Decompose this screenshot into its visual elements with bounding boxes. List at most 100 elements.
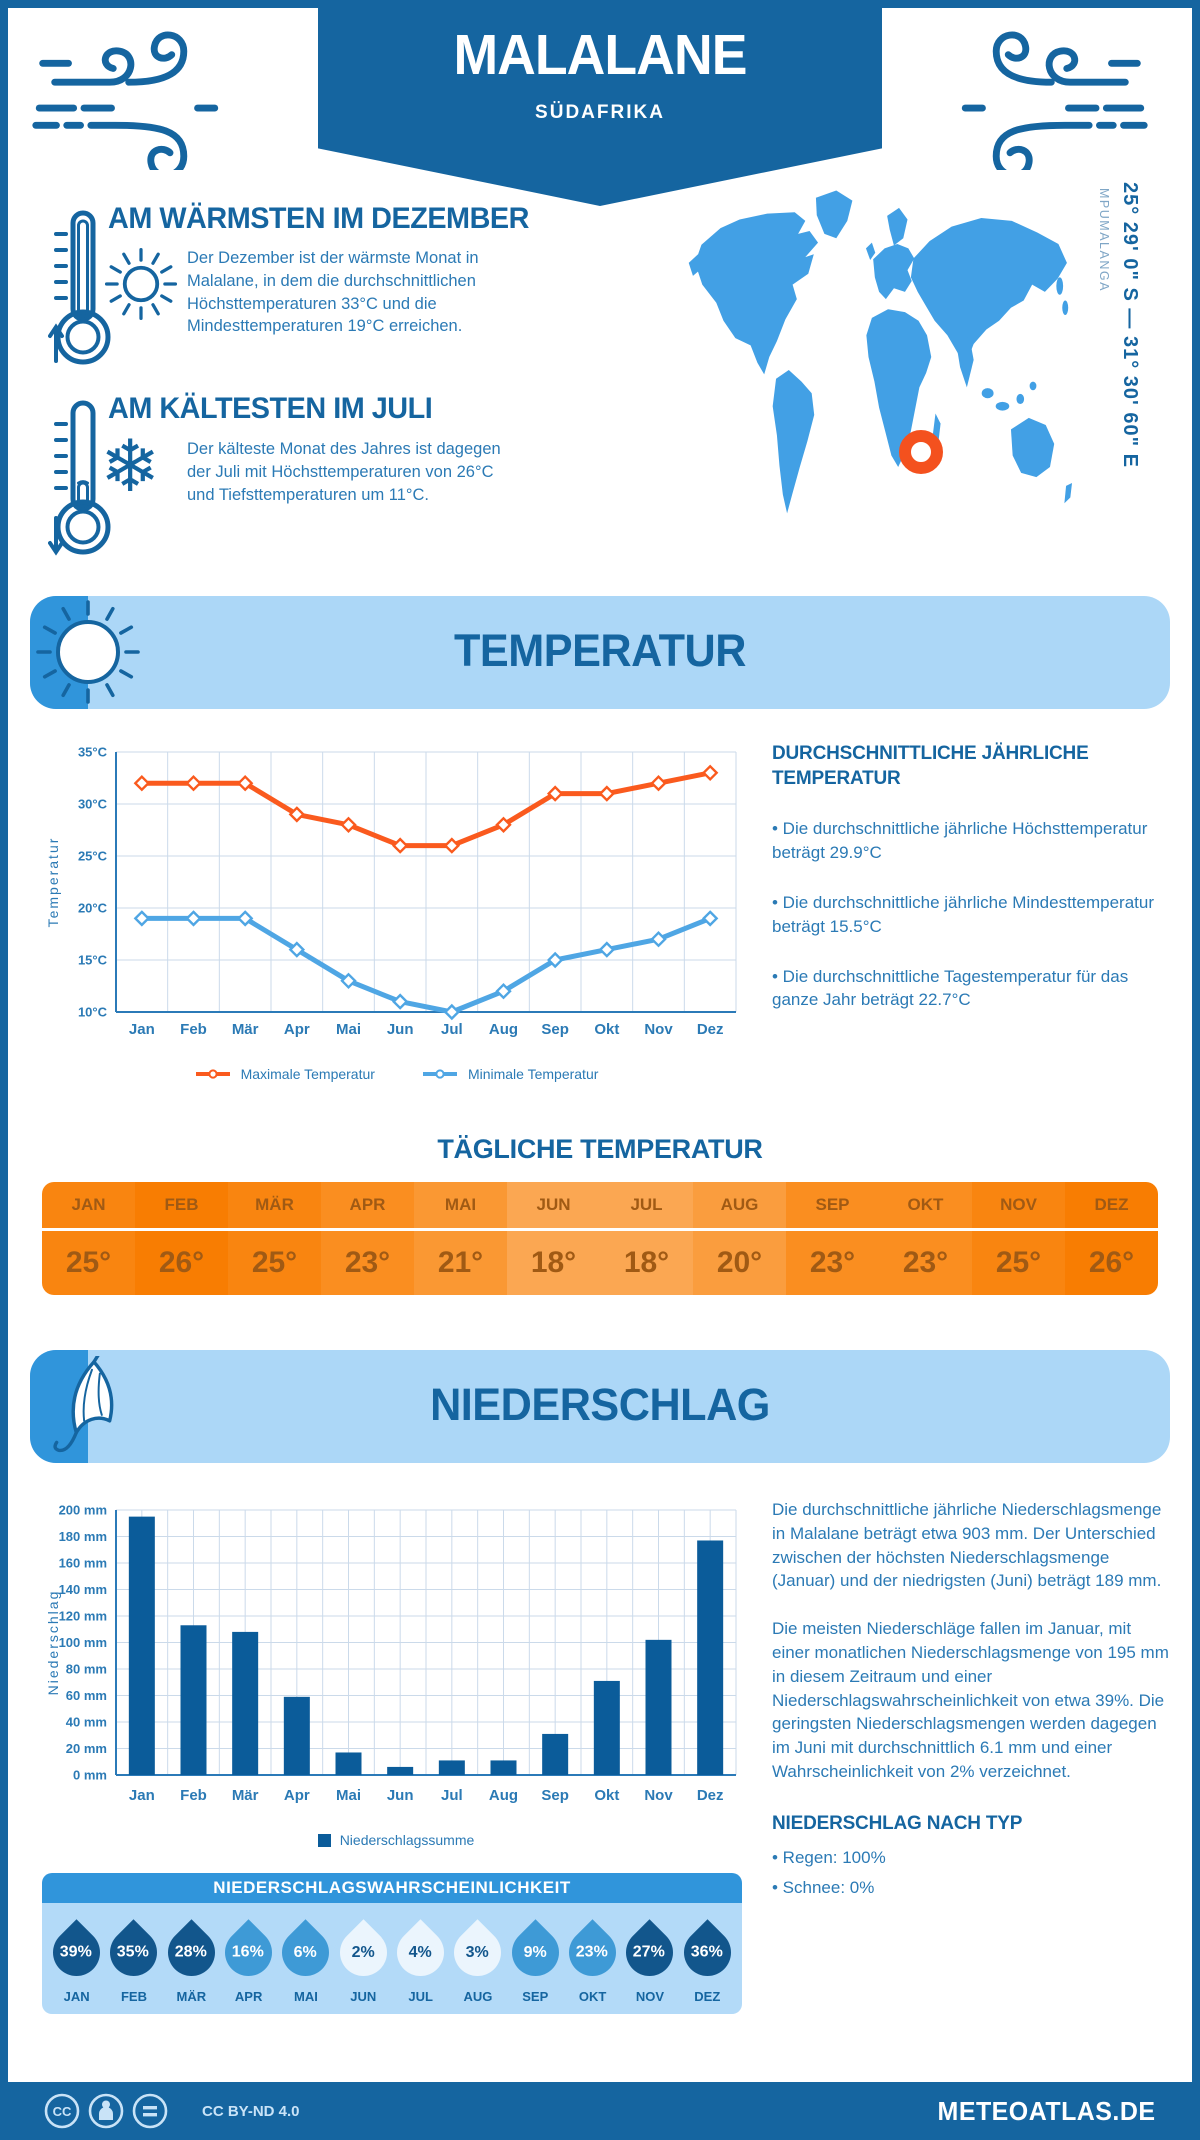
droplet-value: 23% (576, 1943, 609, 1961)
svg-text:Sep: Sep (541, 1021, 569, 1038)
droplet-value: 39% (60, 1943, 93, 1961)
droplet-icon: 27% (616, 1919, 684, 1986)
svg-text:Okt: Okt (594, 1021, 619, 1038)
precipitation-chart-legend: Niederschlagssumme (44, 1832, 748, 1848)
precip-type-rain: • Regen: 100% (772, 1848, 886, 1868)
svg-text:Temperatur: Temperatur (45, 837, 61, 928)
daily-month-cell: DEZ (1065, 1182, 1158, 1228)
world-map (688, 190, 1073, 514)
svg-text:20°C: 20°C (78, 901, 108, 916)
droplet-icon: 2% (330, 1919, 397, 1986)
droplet-icon: 23% (559, 1919, 626, 1986)
daily-month-cell: AUG (693, 1182, 786, 1228)
droplet-month: MAI (294, 1989, 318, 2004)
precipitation-bar-chart: 0 mm 20 mm 40 mm 60 mm 80 mm 100 mm 120 mm 140 … (45, 1503, 737, 1804)
daily-month-row: JAN FEB MÄR APR MAI JUN JUL AUG SEP OKT NOV DEZ (42, 1182, 1158, 1228)
daily-month-cell: OKT (879, 1182, 972, 1228)
svg-text:Apr: Apr (284, 1787, 310, 1804)
snowflake-icon: ❄ (100, 424, 161, 508)
daily-temp-cell: 26° (135, 1231, 228, 1295)
svg-text:Jan: Jan (129, 1787, 155, 1804)
droplet-value: 27% (633, 1943, 666, 1961)
warmest-text: Der Dezember ist der wärmste Monat in Ma… (187, 249, 479, 336)
daily-temp-cell: 18° (600, 1231, 693, 1295)
daily-temp-cell: 26° (1065, 1231, 1158, 1295)
svg-text:Mai: Mai (336, 1787, 361, 1804)
daily-temp-cell: 25° (972, 1231, 1065, 1295)
precipitation-section-banner: NIEDERSCHLAG (30, 1350, 1170, 1463)
svg-text:Dez: Dez (697, 1021, 724, 1038)
stat-max: • Die durchschnittliche jährliche Höchst… (772, 819, 1148, 863)
temperature-line-chart: 10°C 15°C 20°C 25°C 30°C 35°C Jan Feb Mär Apr Mai J… (45, 745, 737, 1038)
precipitation-paragraph-2: Die meisten Niederschläge fallen im Janu… (772, 1619, 1169, 1781)
probability-droplet-item: 16% APR (215, 1919, 282, 2004)
daily-temp-cell: 21° (414, 1231, 507, 1295)
droplet-month: OKT (578, 1989, 607, 2004)
legend-square-sample (317, 1833, 331, 1847)
svg-text:120 mm: 120 mm (59, 1609, 107, 1624)
precip-type-snow: • Schnee: 0% (772, 1878, 875, 1898)
precipitation-text: Die durchschnittliche jährliche Niedersc… (772, 1498, 1170, 1900)
probability-droplets: 39% JAN 35% FEB 28% MÄR 16% APR 6% MAI 2% JUN 4% JUL 3… (42, 1903, 742, 2014)
droplet-icon: 16% (215, 1919, 282, 1986)
daily-month-cell: JUL (600, 1182, 693, 1228)
legend-item: Niederschlagssumme (317, 1832, 474, 1848)
svg-text:CC: CC (53, 2104, 72, 2119)
droplet-month: DEZ (694, 1989, 721, 2004)
droplet-value: 16% (232, 1943, 265, 1961)
svg-text:Okt: Okt (594, 1787, 619, 1804)
location-marker (899, 430, 943, 474)
droplet-icon: 9% (502, 1919, 569, 1986)
daily-month-cell: NOV (972, 1182, 1065, 1228)
daily-temp-cell: 23° (786, 1231, 879, 1295)
svg-text:200 mm: 200 mm (59, 1503, 107, 1518)
droplet-value: 28% (175, 1943, 208, 1961)
probability-droplet-item: 3% AUG (444, 1919, 512, 2004)
precipitation-probability-panel: NIEDERSCHLAGSWAHRSCHEINLICHKEIT 39% JAN 35… (42, 1873, 742, 2014)
legend-line-sample (422, 1069, 457, 1079)
daily-temperature-title: TÄGLICHE TEMPERATUR (437, 1134, 763, 1164)
droplet-value: 35% (117, 1943, 150, 1961)
daily-temp-cell: 18° (507, 1231, 600, 1295)
svg-text:Nov: Nov (644, 1021, 673, 1038)
temperature-stats: DURCHSCHNITTLICHE JÄHRLICHE TEMPERATUR •… (772, 742, 1170, 1012)
probability-droplet-item: 6% MAI (272, 1919, 340, 2004)
droplet-icon: 4% (387, 1919, 454, 1986)
svg-text:15°C: 15°C (78, 953, 108, 968)
droplet-month: AUG (463, 1989, 493, 2004)
droplet-icon: 39% (43, 1919, 110, 1986)
droplet-value: 9% (523, 1943, 547, 1961)
droplet-value: 4% (409, 1943, 433, 1961)
svg-text:Mär: Mär (232, 1021, 259, 1038)
daily-temp-cell: 25° (228, 1231, 321, 1295)
droplet-month: APR (234, 1989, 263, 2004)
page-subtitle: SÜDAFRIKA (535, 102, 665, 123)
site-name: METEOATLAS.DE (937, 2095, 1156, 2126)
svg-text:Sep: Sep (541, 1787, 569, 1804)
sun-banner-icon (36, 600, 140, 704)
droplet-month: FEB (120, 1989, 147, 2004)
thermometer-down-icon (48, 400, 111, 556)
license-badge: CC CC BY-ND 4.0 (40, 2089, 300, 2133)
droplet-month: SEP (522, 1989, 549, 2004)
legend-label: Maximale Temperatur (240, 1066, 375, 1082)
page-title: MALALANE (453, 23, 747, 87)
svg-text:40 mm: 40 mm (66, 1715, 107, 1730)
warmest-title: AM WÄRMSTEN IM DEZEMBER (108, 202, 529, 235)
svg-text:Jun: Jun (387, 1787, 414, 1804)
svg-text:Mär: Mär (232, 1787, 259, 1804)
svg-text:Aug: Aug (489, 1787, 518, 1804)
daily-value-row: 25° 26° 25° 23° 21° 18° 18° 20° 23° 23° 25° 26° (42, 1231, 1158, 1295)
probability-droplet-item: 2% JUN (330, 1919, 397, 2004)
probability-droplet-item: 35% FEB (100, 1919, 168, 2004)
daily-month-cell: JUN (507, 1182, 600, 1228)
svg-text:0 mm: 0 mm (73, 1768, 107, 1783)
svg-text:Jul: Jul (441, 1787, 463, 1804)
svg-text:60 mm: 60 mm (66, 1688, 107, 1703)
stat-min: • Die durchschnittliche jährliche Mindes… (772, 892, 1155, 936)
svg-text:100 mm: 100 mm (59, 1635, 107, 1650)
temperature-stats-title: DURCHSCHNITTLICHE JÄHRLICHE TEMPERATUR (772, 743, 1089, 789)
svg-text:80 mm: 80 mm (66, 1662, 107, 1677)
probability-droplet-item: 4% JUL (387, 1919, 454, 2004)
